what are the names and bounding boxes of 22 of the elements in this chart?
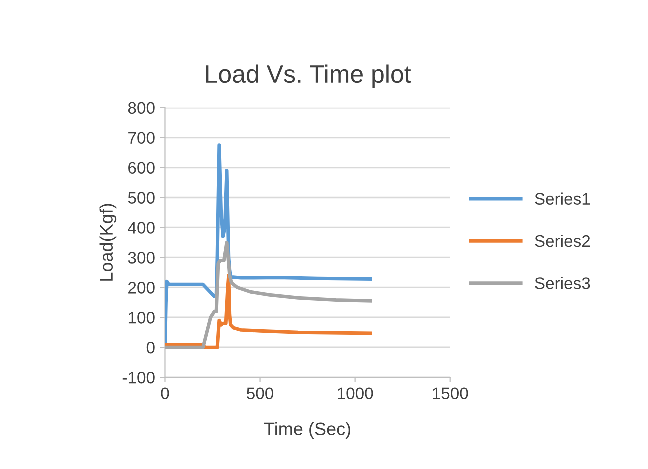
y-tick-label: 300 <box>128 252 155 264</box>
line-series <box>165 274 372 350</box>
y-tick-label: 400 <box>128 222 155 234</box>
y-tick-label: 800 <box>128 102 155 114</box>
y-axis-title: Load(Kgf) <box>100 204 117 281</box>
y-tick-label: 100 <box>128 312 155 324</box>
x-tick-label: 1500 <box>433 388 468 400</box>
legend-label: Series1 <box>535 192 590 205</box>
x-tick-label: 1000 <box>338 388 374 400</box>
chart-title: Load Vs. Time plot <box>206 64 412 88</box>
y-tick-label: 200 <box>128 282 155 294</box>
x-tick-label: 500 <box>247 388 274 400</box>
y-tick-label: -100 <box>122 372 155 384</box>
y-tick-label: 0 <box>146 342 155 354</box>
y-tick-label: 700 <box>128 132 155 144</box>
x-tick-label: 0 <box>161 388 170 400</box>
y-tick-label: 500 <box>128 192 155 204</box>
y-tick-label: 600 <box>128 162 155 174</box>
x-axis-title: Time (Sec) <box>264 422 350 440</box>
line-series <box>165 240 372 350</box>
legend-label: Series3 <box>535 277 590 290</box>
legend-label: Series2 <box>535 234 590 248</box>
